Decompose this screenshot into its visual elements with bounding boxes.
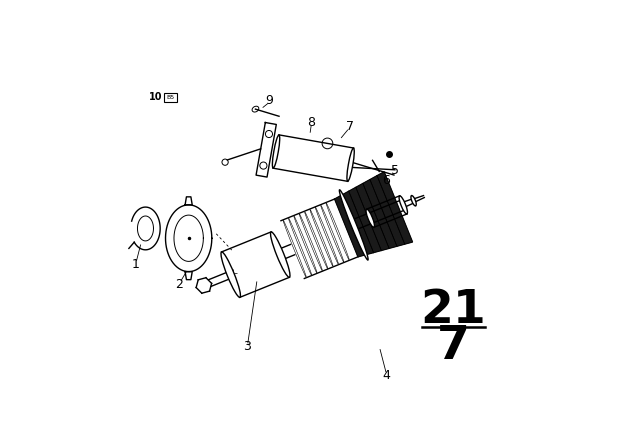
Text: 1: 1 — [131, 258, 139, 271]
Ellipse shape — [347, 148, 355, 181]
Ellipse shape — [273, 135, 280, 168]
Ellipse shape — [221, 252, 241, 297]
Text: 5: 5 — [391, 164, 399, 177]
Ellipse shape — [399, 196, 408, 214]
Polygon shape — [370, 176, 404, 246]
Text: 6: 6 — [382, 174, 390, 187]
Ellipse shape — [339, 190, 368, 260]
Ellipse shape — [326, 202, 349, 260]
Polygon shape — [363, 180, 397, 248]
Text: 3: 3 — [243, 340, 250, 353]
Ellipse shape — [305, 211, 328, 269]
Ellipse shape — [294, 215, 317, 273]
Text: B5: B5 — [166, 95, 175, 99]
Ellipse shape — [411, 195, 416, 206]
Text: 8: 8 — [307, 116, 315, 129]
Text: 21: 21 — [420, 289, 486, 333]
Ellipse shape — [321, 205, 344, 263]
Text: 7: 7 — [437, 324, 470, 369]
Ellipse shape — [310, 209, 333, 267]
Text: 2: 2 — [175, 278, 183, 291]
Text: 9: 9 — [265, 94, 273, 107]
Ellipse shape — [315, 207, 339, 265]
Ellipse shape — [299, 213, 323, 271]
Text: 7: 7 — [346, 121, 355, 134]
Ellipse shape — [271, 232, 290, 277]
Ellipse shape — [289, 218, 312, 276]
Ellipse shape — [283, 220, 307, 278]
Text: 10: 10 — [148, 92, 162, 102]
Polygon shape — [342, 191, 374, 255]
Polygon shape — [349, 187, 381, 253]
Polygon shape — [356, 184, 389, 250]
Polygon shape — [377, 172, 413, 244]
Ellipse shape — [366, 209, 374, 228]
Polygon shape — [335, 195, 366, 257]
Text: 4: 4 — [383, 369, 391, 382]
